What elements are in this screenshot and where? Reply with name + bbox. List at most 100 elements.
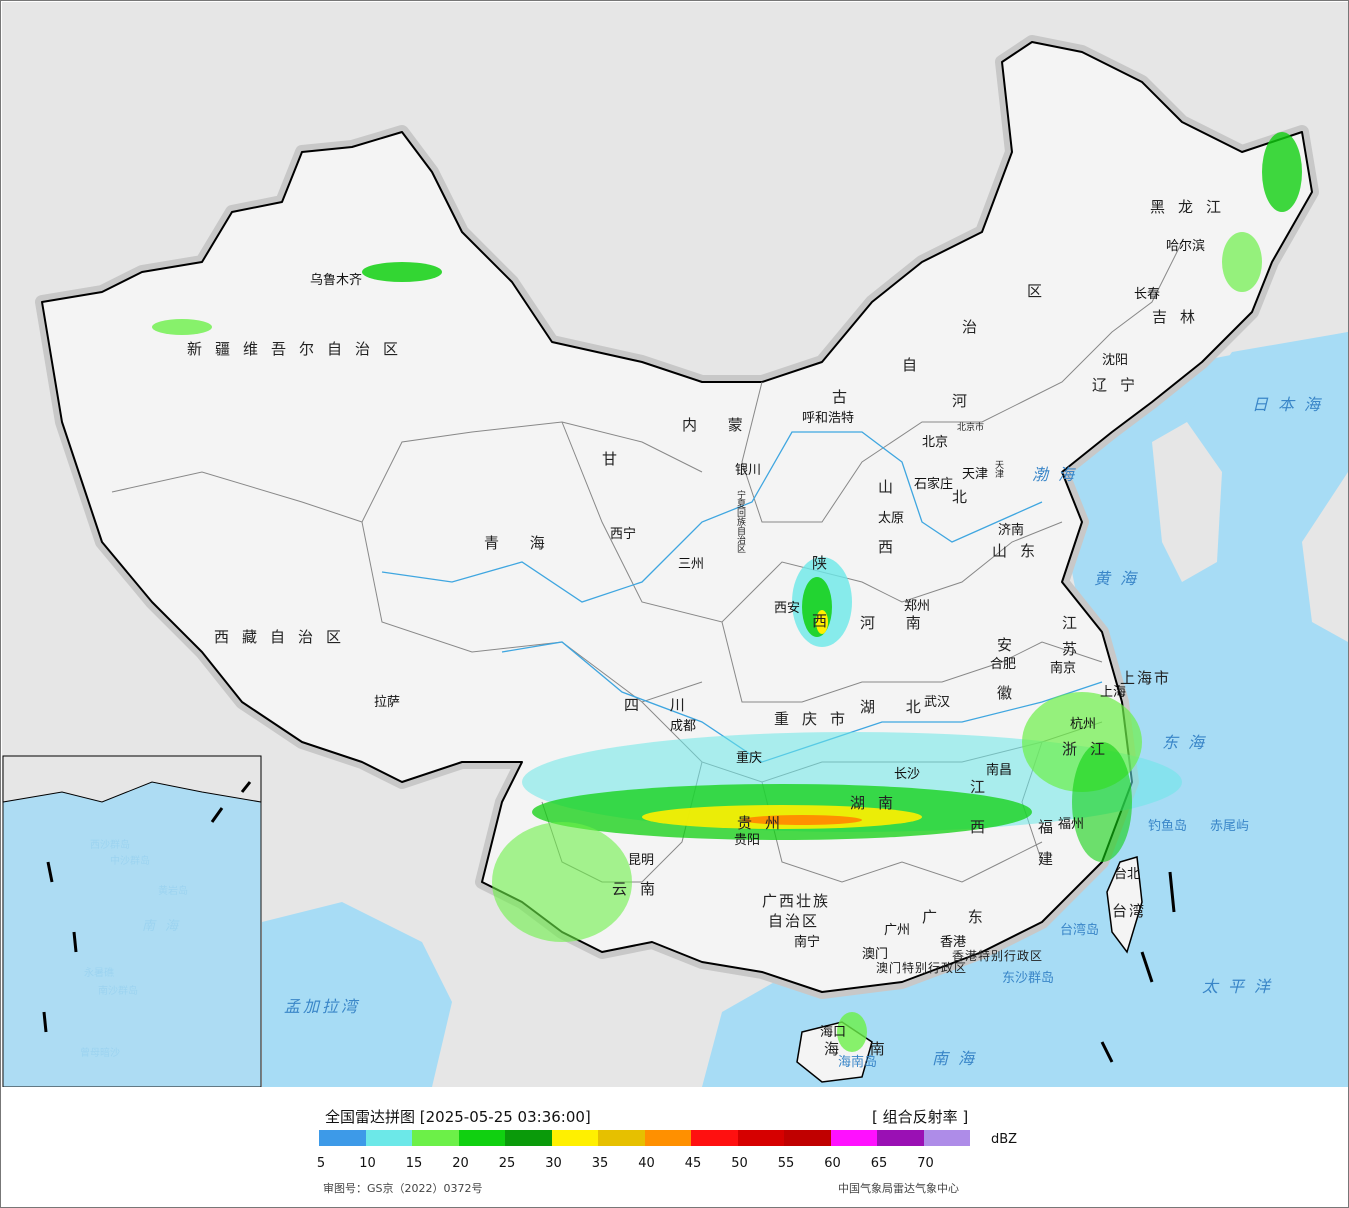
color-scale-cell: [505, 1130, 552, 1146]
japan-land: [1302, 472, 1348, 642]
scale-tick-label: 35: [591, 1156, 609, 1171]
svg-text:南京: 南京: [1050, 660, 1076, 676]
svg-text:东沙群岛: 东沙群岛: [1002, 970, 1054, 986]
svg-text:澳门: 澳门: [862, 946, 888, 962]
svg-text:拉萨: 拉萨: [374, 695, 400, 710]
svg-text:东海: 东海: [1162, 733, 1214, 752]
color-scale-cell: [923, 1130, 970, 1146]
svg-text:内 蒙: 内 蒙: [682, 416, 756, 434]
scale-tick-label: 10: [359, 1156, 376, 1171]
scale-tick-label: 30: [545, 1156, 562, 1171]
svg-text:自治区: 自治区: [768, 912, 819, 930]
svg-text:河: 河: [952, 392, 980, 410]
review-number: 审图号：GS京（2022）0372号: [323, 1182, 483, 1195]
svg-text:西: 西: [812, 612, 840, 630]
svg-text:天津: 天津: [962, 467, 988, 482]
china-radar-map: 新疆维吾尔自治区 西藏自治区 青 海 甘 内 蒙 古 自 治 区 黑龙江 吉林 …: [2, 2, 1348, 1087]
svg-text:西安: 西安: [774, 601, 800, 616]
svg-text:昆明: 昆明: [628, 853, 654, 868]
svg-text:重庆: 重庆: [736, 750, 762, 766]
svg-text:香港特别行政区: 香港特别行政区: [952, 948, 1043, 963]
scale-tick-label: 60: [824, 1156, 841, 1171]
svg-text:孟加拉湾: 孟加拉湾: [284, 997, 360, 1016]
svg-text:呼和浩特: 呼和浩特: [802, 411, 854, 426]
color-scale-cell: [691, 1130, 738, 1146]
color-scale-cell: [365, 1130, 412, 1146]
svg-text:天津: 天津: [993, 460, 1004, 479]
svg-text:福: 福: [1038, 818, 1066, 836]
svg-text:广西壮族: 广西壮族: [762, 892, 830, 910]
svg-text:山: 山: [878, 478, 906, 496]
svg-text:台北: 台北: [1114, 867, 1140, 882]
taiwan-island: [1106, 856, 1143, 954]
svg-text:武汉: 武汉: [924, 695, 950, 710]
svg-text:海 南: 海 南: [824, 1040, 898, 1058]
scale-tick-label: 5: [316, 1156, 326, 1171]
svg-text:福州: 福州: [1058, 817, 1084, 832]
svg-text:贵州: 贵州: [737, 814, 793, 832]
svg-text:安: 安: [997, 636, 1025, 654]
svg-text:南海: 南海: [932, 1049, 984, 1068]
sea-of-japan: [1152, 332, 1348, 642]
svg-text:乌鲁木齐: 乌鲁木齐: [310, 272, 362, 288]
color-scale-cell: [877, 1130, 924, 1146]
svg-text:建: 建: [1038, 850, 1066, 868]
svg-text:自: 自: [902, 356, 930, 374]
svg-text:湖南: 湖南: [850, 794, 906, 812]
svg-text:四 川: 四 川: [624, 696, 698, 714]
svg-text:河 南: 河 南: [860, 614, 934, 632]
svg-text:重庆市: 重庆市: [774, 710, 858, 728]
svg-text:江: 江: [1062, 614, 1090, 632]
svg-text:黄海: 黄海: [1094, 569, 1146, 588]
bay-of-bengal: [262, 902, 452, 1087]
svg-text:三州: 三州: [678, 557, 704, 572]
svg-text:北京: 北京: [922, 435, 948, 450]
svg-text:北: 北: [952, 488, 980, 506]
svg-text:西: 西: [970, 818, 998, 836]
svg-text:杭州: 杭州: [1070, 717, 1096, 732]
city-labels: 乌鲁木齐 拉萨 西宁 三州 银川 呼和浩特 北京 天津 石家庄 太原 济南 郑州…: [310, 238, 1205, 1040]
svg-text:江: 江: [970, 778, 998, 796]
color-scale-cell: [319, 1130, 366, 1146]
color-scale: [319, 1130, 970, 1146]
svg-text:银川: 银川: [735, 463, 761, 478]
svg-text:浙江: 浙江: [1062, 740, 1118, 758]
svg-text:吉林: 吉林: [1152, 308, 1208, 326]
svg-text:上海: 上海: [1100, 685, 1126, 700]
svg-text:济南: 济南: [998, 522, 1024, 538]
svg-text:古: 古: [832, 388, 860, 406]
svg-text:太原: 太原: [878, 511, 904, 526]
legend-panel: 全国雷达拼图 [2025-05-25 03:36:00] [ 组合反射率 ] d…: [0, 1088, 1349, 1208]
color-scale-cell: [551, 1130, 598, 1146]
svg-text:日本海: 日本海: [1252, 395, 1330, 414]
radar-echoes: [152, 132, 1302, 1052]
svg-text:南宁: 南宁: [794, 934, 820, 950]
scale-tick-label: 25: [498, 1156, 516, 1171]
scale-tick-label: 70: [917, 1156, 934, 1171]
svg-text:西藏自治区: 西藏自治区: [214, 628, 354, 646]
svg-text:香港: 香港: [940, 935, 966, 950]
svg-text:西: 西: [878, 538, 906, 556]
color-scale-cell: [598, 1130, 645, 1146]
scale-tick-label: 55: [777, 1156, 795, 1171]
svg-text:合肥: 合肥: [990, 657, 1016, 672]
scale-tick-label: 40: [638, 1156, 655, 1171]
svg-text:长沙: 长沙: [894, 767, 920, 782]
svg-text:台湾岛: 台湾岛: [1060, 922, 1099, 938]
svg-text:徽: 徽: [997, 684, 1025, 702]
korea-land: [1152, 422, 1222, 582]
svg-text:上海市: 上海市: [1120, 669, 1171, 687]
legend-title: 全国雷达拼图 [2025-05-25 03:36:00]: [325, 1108, 591, 1126]
legend-product: [ 组合反射率 ]: [872, 1108, 969, 1126]
color-scale-cell: [644, 1130, 691, 1146]
scale-tick-label: 50: [731, 1156, 748, 1171]
province-labels: 新疆维吾尔自治区 西藏自治区 青 海 甘 内 蒙 古 自 治 区 黑龙江 吉林 …: [187, 198, 1234, 1058]
svg-text:南昌: 南昌: [986, 762, 1012, 778]
svg-text:哈尔滨: 哈尔滨: [1166, 238, 1205, 254]
scale-tick-label: 15: [405, 1156, 423, 1171]
color-scale-cell: [458, 1130, 505, 1146]
svg-text:沈阳: 沈阳: [1102, 353, 1128, 368]
svg-text:黑龙江: 黑龙江: [1150, 198, 1234, 216]
svg-text:陕: 陕: [812, 554, 840, 572]
svg-text:宁夏回族自治区: 宁夏回族自治区: [735, 489, 746, 553]
